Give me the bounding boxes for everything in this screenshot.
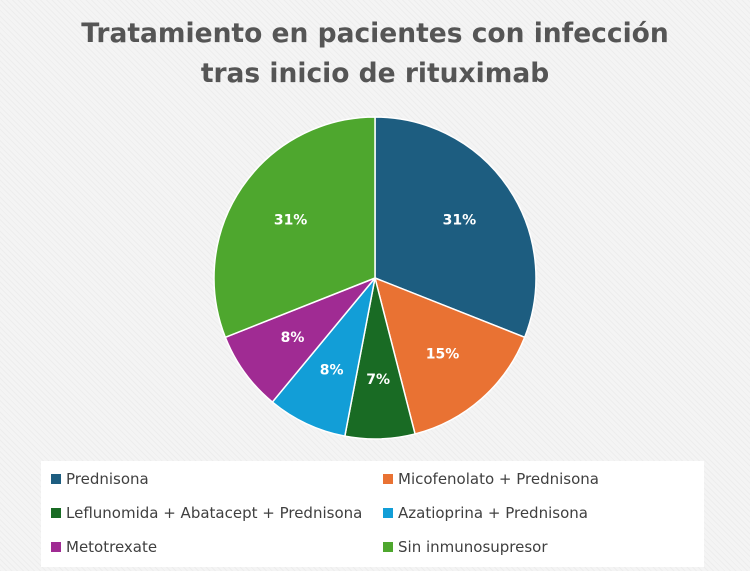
legend-item-leflunomida-abatacept-prednisona: Leflunomida + Abatacept + Prednisona xyxy=(51,503,362,523)
pie-slice-5 xyxy=(213,116,376,339)
legend-item-metotrexate: Metotrexate xyxy=(51,537,157,557)
legend-item-micofenolato-prednisona: Micofenolato + Prednisona xyxy=(383,469,599,489)
data-label-4: 8% xyxy=(281,330,305,346)
chart-title-line-1: Tratamiento en pacientes con infección xyxy=(81,18,669,49)
chart-title-line-2: tras inicio de rituximab xyxy=(200,58,550,89)
data-label-2: 7% xyxy=(366,372,390,388)
legend-swatch xyxy=(383,474,393,484)
legend-item-sin-inmunosupresor: Sin inmunosupresor xyxy=(383,537,548,557)
data-label-3: 8% xyxy=(320,362,344,378)
data-label-0: 31% xyxy=(443,213,477,229)
legend-swatch xyxy=(51,542,61,552)
pie-slice-0 xyxy=(374,116,537,339)
legend-item-prednisona: Prednisona xyxy=(51,469,149,489)
pie-chart: 31% 15% 7% 8% 8% 31% xyxy=(213,116,537,440)
data-label-1: 15% xyxy=(426,347,460,363)
legend-swatch xyxy=(383,508,393,518)
legend-label: Azatioprina + Prednisona xyxy=(398,504,588,522)
legend-item-azatioprina-prednisona: Azatioprina + Prednisona xyxy=(383,503,588,523)
legend-label: Metotrexate xyxy=(66,538,158,556)
data-label-5: 31% xyxy=(274,213,308,229)
chart-title: Tratamiento en pacientes con infección t… xyxy=(0,14,750,94)
legend-label: Leflunomida + Abatacept + Prednisona xyxy=(66,504,363,522)
legend-swatch xyxy=(383,542,393,552)
legend-swatch xyxy=(51,508,61,518)
pie-slice-1 xyxy=(373,276,526,435)
legend-label: Prednisona xyxy=(66,470,149,488)
legend: Prednisona Micofenolato + Prednisona Lef… xyxy=(41,461,704,567)
legend-label: Micofenolato + Prednisona xyxy=(398,470,599,488)
legend-label: Sin inmunosupresor xyxy=(398,538,548,556)
legend-swatch xyxy=(51,474,61,484)
